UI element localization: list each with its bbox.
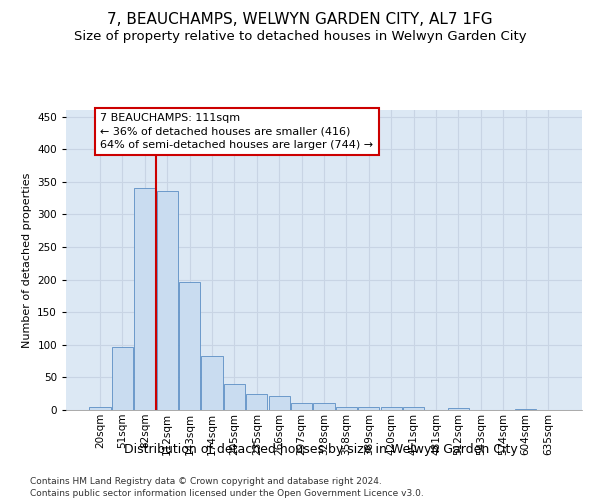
Bar bbox=[179, 282, 200, 410]
Text: 7, BEAUCHAMPS, WELWYN GARDEN CITY, AL7 1FG: 7, BEAUCHAMPS, WELWYN GARDEN CITY, AL7 1… bbox=[107, 12, 493, 28]
Bar bbox=[246, 394, 268, 410]
Bar bbox=[336, 406, 357, 410]
Bar bbox=[202, 356, 223, 410]
Bar bbox=[89, 406, 111, 410]
Text: Distribution of detached houses by size in Welwyn Garden City: Distribution of detached houses by size … bbox=[124, 442, 518, 456]
Text: Contains HM Land Registry data © Crown copyright and database right 2024.: Contains HM Land Registry data © Crown c… bbox=[30, 478, 382, 486]
Text: Size of property relative to detached houses in Welwyn Garden City: Size of property relative to detached ho… bbox=[74, 30, 526, 43]
Bar bbox=[291, 404, 312, 410]
Bar bbox=[380, 406, 402, 410]
Bar bbox=[358, 408, 379, 410]
Bar bbox=[224, 384, 245, 410]
Bar bbox=[448, 408, 469, 410]
Bar bbox=[157, 191, 178, 410]
Bar bbox=[403, 408, 424, 410]
Bar bbox=[515, 408, 536, 410]
Bar bbox=[112, 346, 133, 410]
Text: 7 BEAUCHAMPS: 111sqm
← 36% of detached houses are smaller (416)
64% of semi-deta: 7 BEAUCHAMPS: 111sqm ← 36% of detached h… bbox=[100, 114, 373, 150]
Bar bbox=[313, 404, 335, 410]
Text: Contains public sector information licensed under the Open Government Licence v3: Contains public sector information licen… bbox=[30, 489, 424, 498]
Bar bbox=[134, 188, 155, 410]
Bar bbox=[269, 396, 290, 410]
Y-axis label: Number of detached properties: Number of detached properties bbox=[22, 172, 32, 348]
